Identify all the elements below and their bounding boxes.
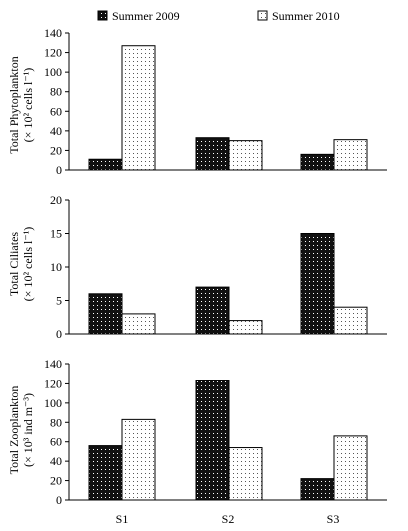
x-tick-label-s3: S3	[327, 512, 340, 526]
legend-swatch-summer-2009	[97, 10, 108, 21]
x-tick-labels: S1 S2 S3	[116, 512, 340, 526]
legend-label-summer-2010: Summer 2010	[272, 9, 340, 23]
y-tick-label-phytoplankton: 140	[44, 26, 62, 40]
y-tick-label-ciliates: 5	[56, 294, 62, 308]
bar-ciliates-s1-2009	[88, 293, 123, 335]
bar-phytoplankton-s2-2010	[228, 140, 263, 171]
ylabel-ciliates-line1: Total Ciliates	[7, 232, 21, 296]
ylabel-zooplankton-line2: (× 10³ ind m⁻³)	[21, 393, 35, 467]
y-tick-label-zooplankton: 100	[44, 396, 62, 410]
bar-phytoplankton-s1-2010	[121, 45, 156, 171]
ylabel-zooplankton-line1: Total Zooplankton	[7, 386, 21, 475]
chart-ciliates: Total Ciliates (× 10² cells l⁻¹) 0 5 10 15 2…	[7, 193, 387, 341]
bar-phytoplankton-s3-2009	[300, 153, 335, 171]
y-tick-label-zooplankton: 0	[56, 493, 62, 507]
bar-ciliates-s2-2010	[228, 320, 263, 335]
y-tick-label-ciliates: 20	[50, 193, 62, 207]
x-tick-label-s1: S1	[116, 512, 129, 526]
y-tick-label-ciliates: 10	[50, 260, 62, 274]
ylabel-phytoplankton-line2: (× 10² cells l⁻¹)	[21, 68, 35, 143]
y-tick-label-zooplankton: 120	[44, 376, 62, 390]
y-tick-label-phytoplankton: 100	[44, 65, 62, 79]
bar-zooplankton-s1-2009	[88, 445, 123, 501]
y-tick-label-phytoplankton: 0	[56, 163, 62, 177]
bar-phytoplankton-s3-2010	[333, 139, 368, 171]
y-tick-label-phytoplankton: 40	[50, 124, 62, 138]
chart-zooplankton: Total Zooplankton (× 10³ ind m⁻³) 0 20 40 6…	[7, 357, 387, 507]
y-tick-label-ciliates: 15	[50, 227, 62, 241]
bar-ciliates-s3-2010	[333, 306, 368, 335]
bar-zooplankton-s2-2010	[228, 447, 263, 501]
bar-ciliates-s3-2009	[300, 233, 335, 335]
bar-ciliates-s2-2009	[195, 286, 230, 335]
y-tick-label-zooplankton: 60	[50, 435, 62, 449]
bar-phytoplankton-s2-2009	[195, 137, 230, 171]
legend-swatch-summer-2010	[257, 10, 268, 21]
y-tick-label-phytoplankton: 120	[44, 46, 62, 60]
y-tick-label-phytoplankton: 20	[50, 143, 62, 157]
y-tick-label-zooplankton: 40	[50, 454, 62, 468]
bar-phytoplankton-s1-2009	[88, 158, 123, 171]
y-tick-label-phytoplankton: 80	[50, 85, 62, 99]
y-tick-label-zooplankton: 20	[50, 474, 62, 488]
y-tick-label-phytoplankton: 60	[50, 104, 62, 118]
bar-zooplankton-s1-2010	[121, 418, 156, 501]
y-tick-label-zooplankton: 140	[44, 357, 62, 371]
bar-zooplankton-s3-2010	[333, 435, 368, 501]
y-tick-label-ciliates: 0	[56, 327, 62, 341]
bar-ciliates-s1-2010	[121, 313, 156, 335]
ylabel-phytoplankton-line1: Total Phytoplankton	[7, 56, 21, 154]
ylabel-ciliates-line2: (× 10² cells l⁻¹)	[21, 227, 35, 302]
chart-phytoplankton: Total Phytoplankton (× 10² cells l⁻¹) 0 2…	[7, 26, 387, 177]
x-tick-label-s2: S2	[222, 512, 235, 526]
legend: Summer 2009 Summer 2010	[97, 9, 340, 23]
bar-zooplankton-s3-2009	[300, 478, 335, 501]
y-tick-label-zooplankton: 80	[50, 415, 62, 429]
bar-zooplankton-s2-2009	[195, 380, 230, 501]
legend-label-summer-2009: Summer 2009	[112, 9, 180, 23]
